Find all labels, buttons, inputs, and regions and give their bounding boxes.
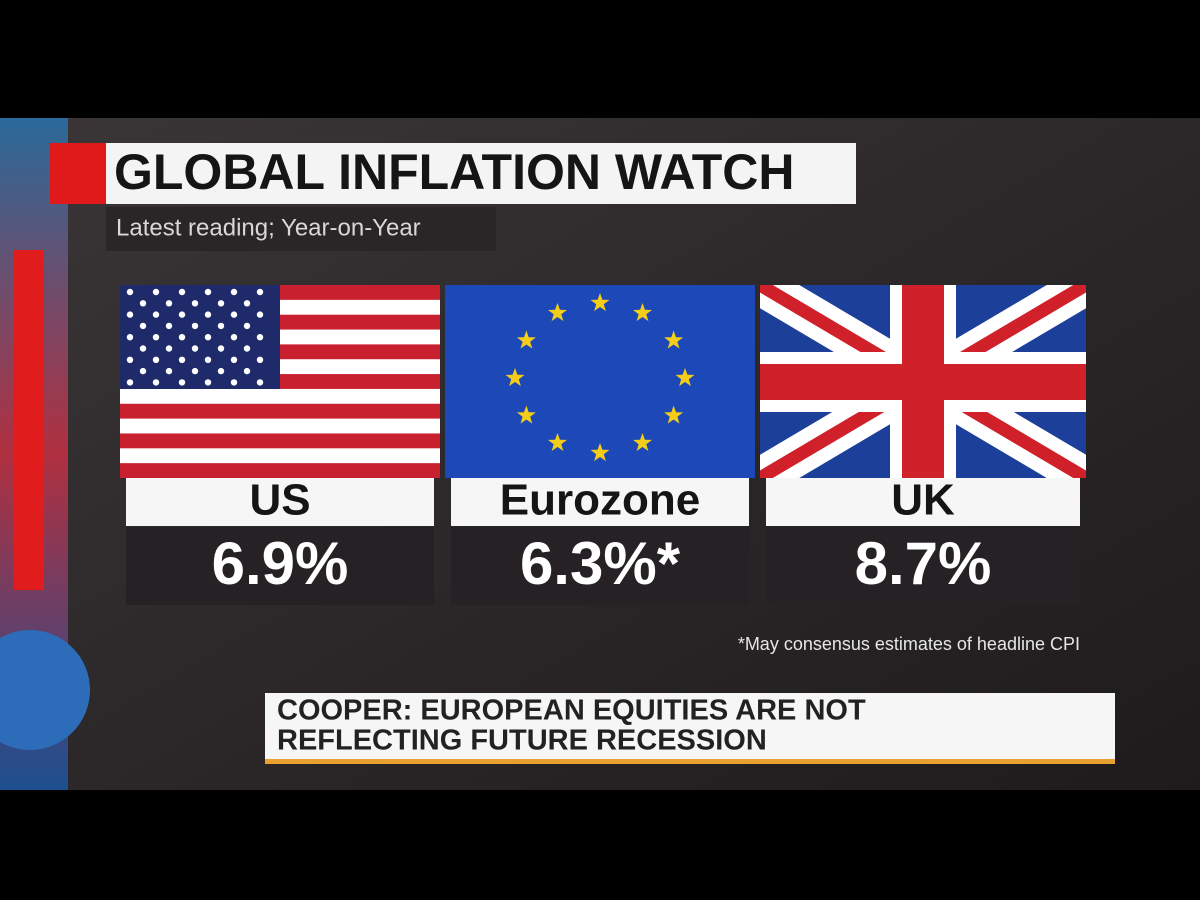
star	[230, 334, 238, 341]
star	[204, 356, 212, 363]
star	[633, 303, 652, 322]
star	[126, 288, 134, 296]
star	[165, 345, 173, 352]
star	[505, 368, 525, 387]
star	[256, 311, 264, 318]
ticker-box	[265, 693, 1115, 763]
star	[243, 300, 251, 307]
star	[152, 311, 160, 318]
stripe	[120, 418, 440, 434]
ticker-underline	[265, 759, 1115, 764]
star	[230, 379, 238, 386]
star	[256, 288, 264, 296]
star	[230, 311, 238, 318]
country-label: US	[249, 476, 310, 525]
star	[217, 322, 225, 330]
star	[126, 379, 134, 386]
ticker-line: REFLECTING FUTURE RECESSION	[277, 725, 767, 757]
inflation-value: 8.7%	[855, 530, 992, 597]
country-label: Eurozone	[500, 476, 700, 525]
us-flag	[120, 285, 440, 478]
stripe	[120, 388, 440, 405]
star	[139, 345, 147, 352]
star	[178, 356, 186, 363]
value-box	[126, 527, 434, 605]
star	[633, 433, 652, 451]
star	[152, 356, 160, 363]
star	[178, 311, 186, 318]
star	[217, 300, 225, 307]
star	[165, 322, 173, 330]
star	[126, 311, 134, 318]
stripe	[120, 448, 440, 464]
value-box	[451, 527, 749, 605]
star	[139, 300, 147, 307]
star	[178, 288, 186, 296]
eu-flag	[445, 285, 755, 478]
country-label: UK	[891, 476, 955, 525]
footnote: *May consensus estimates of headline CPI	[738, 634, 1080, 654]
star	[230, 356, 238, 363]
star	[178, 379, 186, 386]
inflation-value: 6.9%	[212, 530, 349, 597]
canton	[120, 285, 280, 389]
star	[548, 303, 567, 322]
star	[664, 330, 684, 349]
star	[126, 356, 134, 363]
star	[204, 334, 212, 341]
star	[191, 367, 199, 375]
star	[217, 367, 225, 375]
title-box	[106, 143, 856, 204]
star	[165, 367, 173, 375]
star	[590, 443, 610, 462]
title: GLOBAL INFLATION WATCH	[114, 144, 794, 200]
star	[516, 405, 536, 424]
star	[204, 311, 212, 318]
label-box	[766, 478, 1080, 526]
star	[191, 345, 199, 352]
stripe	[120, 433, 440, 449]
label-box	[451, 478, 749, 526]
subtitle: Latest reading; Year-on-Year	[116, 214, 421, 241]
subtitle-box	[106, 207, 496, 251]
label-box	[126, 478, 434, 526]
star	[165, 300, 173, 307]
star	[243, 322, 251, 330]
star	[243, 345, 251, 352]
star	[152, 334, 160, 341]
star	[675, 368, 695, 387]
star	[256, 356, 264, 363]
side-arrow	[14, 250, 44, 590]
star	[139, 367, 147, 375]
star	[516, 330, 536, 349]
inflation-value: 6.3%*	[520, 530, 681, 597]
ticker-line: COOPER: EUROPEAN EQUITIES ARE NOT	[277, 695, 866, 727]
star	[204, 288, 212, 296]
star	[548, 433, 567, 451]
star	[230, 288, 238, 296]
star	[191, 322, 199, 330]
star	[664, 405, 684, 424]
flag-body	[120, 285, 440, 478]
value-box	[766, 527, 1080, 605]
star	[178, 334, 186, 341]
title-accent	[50, 143, 106, 204]
star	[139, 322, 147, 330]
stripe	[120, 463, 440, 478]
star	[152, 379, 160, 386]
star	[126, 334, 134, 341]
star	[256, 379, 264, 386]
side-globe	[0, 630, 90, 750]
star	[152, 288, 160, 296]
star	[204, 379, 212, 386]
star	[590, 293, 610, 312]
stripe	[120, 403, 440, 420]
uk-flag	[760, 285, 1086, 478]
star	[256, 334, 264, 341]
star	[217, 345, 225, 352]
star	[191, 300, 199, 307]
star	[243, 367, 251, 375]
